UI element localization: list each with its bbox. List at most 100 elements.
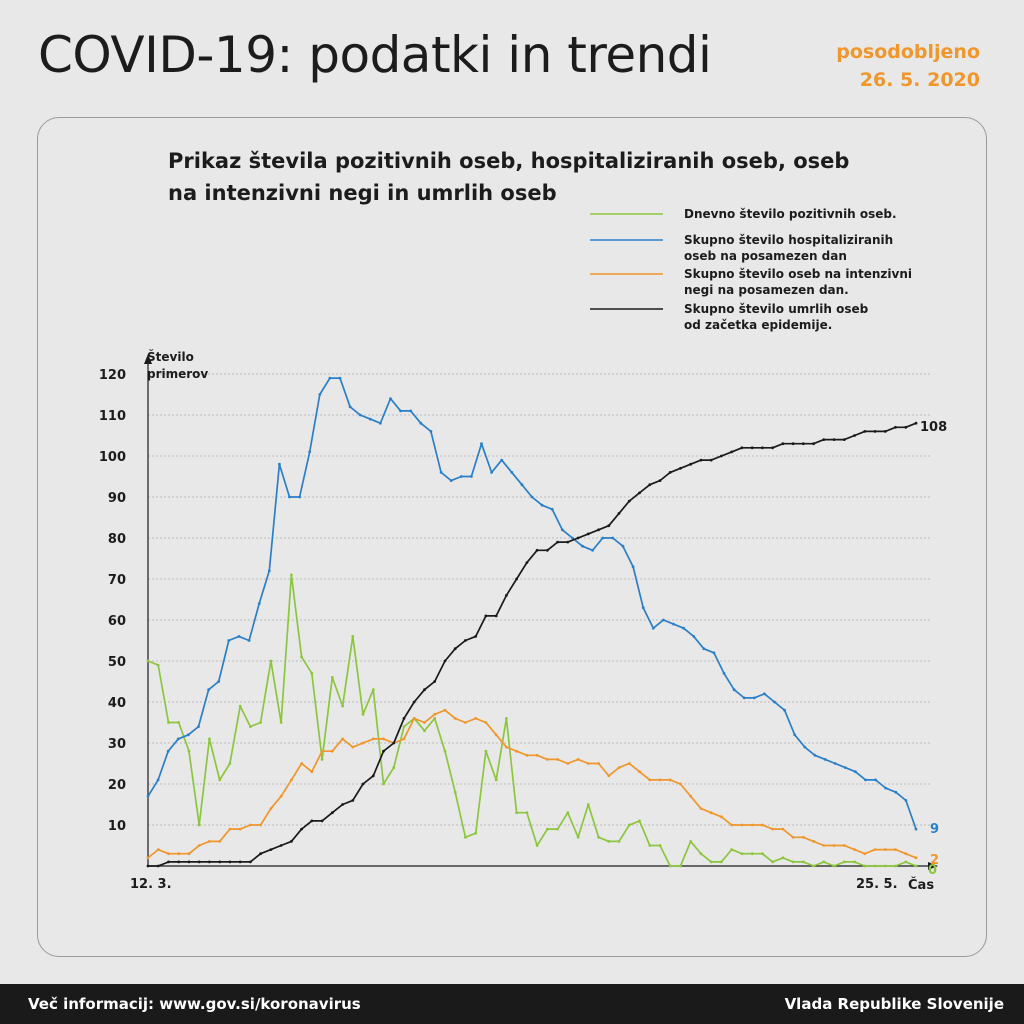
- point-positive: [566, 811, 570, 815]
- point-icu: [914, 856, 918, 860]
- point-hospitalized: [237, 635, 241, 638]
- legend-label-icu-cont: negi na posamezen dan.: [684, 283, 849, 297]
- point-positive: [883, 864, 887, 868]
- point-hospitalized: [328, 376, 332, 380]
- point-positive: [873, 864, 877, 868]
- point-deaths: [423, 688, 426, 692]
- point-deaths: [330, 811, 334, 815]
- point-hospitalized: [631, 565, 635, 569]
- point-icu: [453, 717, 457, 720]
- point-hospitalized: [156, 778, 160, 782]
- legend-label-hospitalized: Skupno število hospitaliziranih: [684, 233, 893, 247]
- point-icu: [556, 758, 559, 761]
- point-deaths: [740, 446, 744, 450]
- point-hospitalized: [267, 569, 271, 573]
- point-icu: [627, 762, 631, 765]
- point-icu: [566, 762, 570, 765]
- point-positive: [402, 725, 406, 728]
- point-deaths: [351, 799, 355, 802]
- y-axis-arrow: [144, 354, 152, 364]
- point-positive: [484, 749, 488, 753]
- series-line-hospitalized: [147, 377, 917, 830]
- point-deaths: [720, 454, 723, 458]
- point-icu: [361, 741, 365, 745]
- point-icu: [177, 852, 181, 856]
- point-hospitalized: [520, 483, 524, 487]
- point-icu: [761, 823, 764, 827]
- point-deaths: [146, 864, 150, 868]
- point-deaths: [546, 548, 549, 552]
- point-icu: [679, 782, 682, 786]
- more-info-link[interactable]: Več informacij: www.gov.si/koronavirus: [28, 995, 361, 1013]
- point-deaths: [658, 479, 662, 482]
- point-deaths: [556, 540, 559, 544]
- point-positive: [249, 725, 252, 728]
- point-hospitalized: [803, 745, 807, 749]
- point-deaths: [156, 864, 160, 868]
- point-icu: [658, 778, 662, 782]
- point-hospitalized: [581, 544, 584, 548]
- legend-label-hospitalized-cont: oseb na posamezen dan: [684, 249, 847, 263]
- point-hospitalized: [490, 471, 493, 474]
- point-positive: [320, 758, 324, 761]
- point-positive: [218, 778, 222, 782]
- point-hospitalized: [884, 786, 888, 790]
- point-deaths: [412, 700, 416, 704]
- point-icu: [791, 835, 795, 839]
- legend-label-deaths: Skupno število umrlih oseb: [684, 302, 869, 316]
- point-positive: [433, 717, 437, 720]
- point-icu: [689, 794, 693, 798]
- point-positive: [443, 749, 447, 753]
- point-deaths: [873, 430, 877, 433]
- y-tick-label: 30: [108, 737, 126, 752]
- point-hospitalized: [672, 622, 675, 626]
- point-hospitalized: [783, 708, 786, 712]
- point-deaths: [883, 430, 887, 433]
- series-line-positive: [147, 574, 917, 867]
- point-positive: [802, 860, 805, 864]
- point-deaths: [853, 434, 856, 437]
- point-positive: [730, 848, 734, 851]
- point-icu: [873, 848, 877, 851]
- point-icu: [883, 848, 887, 851]
- point-icu: [904, 852, 908, 856]
- point-icu: [167, 852, 170, 856]
- point-deaths: [525, 561, 529, 564]
- point-hospitalized: [692, 635, 696, 638]
- chart-card: [37, 117, 987, 957]
- point-deaths: [218, 860, 222, 864]
- point-deaths: [802, 442, 805, 446]
- point-icu: [576, 758, 580, 761]
- point-hospitalized: [308, 450, 312, 454]
- point-deaths: [679, 466, 682, 470]
- point-positive: [781, 856, 785, 860]
- point-hospitalized: [338, 376, 342, 380]
- point-positive: [597, 835, 600, 839]
- point-hospitalized: [298, 495, 301, 499]
- point-positive: [269, 659, 273, 663]
- y-tick-label: 90: [108, 491, 126, 506]
- point-positive: [464, 835, 467, 839]
- legend-label-positive: Dnevno število pozitivnih oseb.: [684, 207, 897, 221]
- point-deaths: [259, 852, 262, 856]
- series-line-deaths: [148, 422, 917, 867]
- point-hospitalized: [843, 766, 847, 769]
- point-positive: [453, 790, 457, 794]
- point-deaths: [474, 635, 478, 638]
- point-deaths: [627, 499, 631, 503]
- point-positive: [853, 860, 856, 864]
- point-positive: [146, 659, 150, 663]
- point-hospitalized: [449, 479, 453, 482]
- point-icu: [586, 762, 590, 765]
- footer: Več informacij: www.gov.si/koronavirus V…: [0, 984, 1024, 1024]
- point-hospitalized: [510, 471, 514, 474]
- point-deaths: [208, 860, 211, 864]
- y-axis-ticks: 10 20 30 40 50 60 70 80 90 100 110 120: [99, 368, 126, 834]
- point-hospitalized: [379, 421, 382, 425]
- point-hospitalized: [763, 692, 766, 696]
- point-icu: [259, 823, 262, 827]
- point-hospitalized: [187, 733, 190, 737]
- point-icu: [853, 848, 856, 851]
- point-icu: [279, 794, 283, 798]
- point-deaths: [730, 450, 734, 454]
